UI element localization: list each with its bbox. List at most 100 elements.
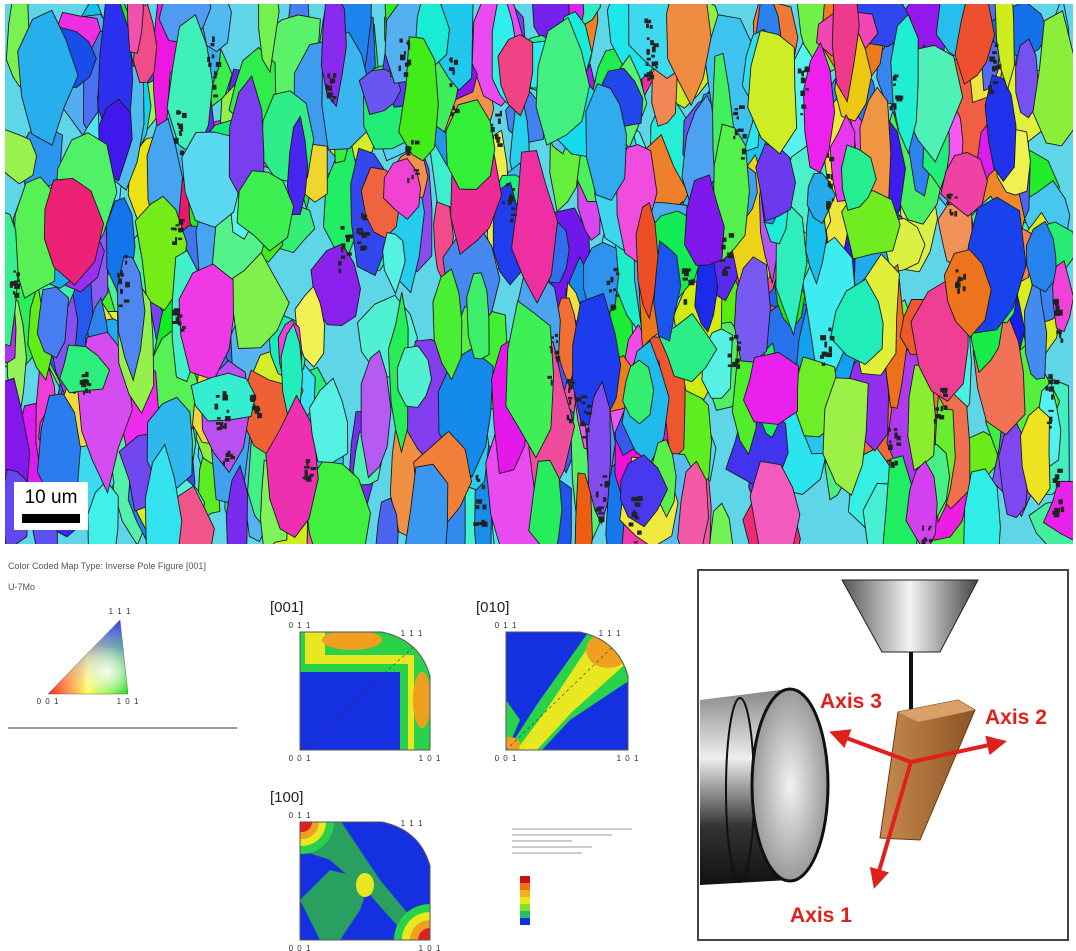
- unindexed-points: [822, 363, 826, 366]
- unindexed-points: [547, 376, 552, 379]
- scale-swatch: [520, 918, 530, 925]
- unindexed-points: [87, 380, 89, 386]
- pole-figure-010: [500, 630, 630, 753]
- unindexed-points: [734, 335, 738, 339]
- unindexed-points: [510, 219, 513, 223]
- ebsd-map: [0, 0, 1076, 613]
- unindexed-points: [733, 112, 738, 115]
- unindexed-points: [605, 481, 610, 486]
- unindexed-points: [180, 151, 184, 156]
- unindexed-points: [327, 93, 329, 99]
- unindexed-points: [650, 75, 655, 80]
- unindexed-points: [742, 149, 746, 155]
- unindexed-points: [928, 550, 931, 555]
- unindexed-points: [556, 340, 558, 343]
- unindexed-points: [15, 284, 21, 289]
- unindexed-points: [406, 42, 410, 45]
- unindexed-points: [333, 73, 336, 78]
- unindexed-points: [118, 278, 122, 284]
- unindexed-points: [648, 20, 651, 23]
- unindexed-points: [1061, 506, 1064, 512]
- unindexed-points: [1055, 474, 1060, 479]
- unindexed-points: [935, 407, 939, 410]
- unindexed-points: [655, 66, 657, 68]
- unindexed-points: [683, 278, 688, 281]
- unindexed-points: [1054, 515, 1059, 518]
- unindexed-points: [415, 173, 420, 175]
- unindexed-points: [582, 436, 587, 439]
- unindexed-points: [119, 304, 123, 307]
- unindexed-points: [575, 397, 581, 401]
- unindexed-points: [1059, 310, 1063, 316]
- unindexed-points: [231, 456, 235, 459]
- unindexed-points: [949, 209, 951, 213]
- unindexed-points: [178, 228, 184, 233]
- unindexed-points: [1048, 380, 1053, 384]
- pole-figure-title: [010]: [476, 599, 509, 616]
- unindexed-points: [647, 50, 649, 54]
- unindexed-points: [732, 362, 736, 367]
- axis-label: Axis 2: [985, 706, 1047, 729]
- detector-screen: [752, 689, 828, 881]
- ipf-triangle: [48, 620, 128, 694]
- unindexed-points: [888, 444, 893, 450]
- unindexed-points: [555, 356, 559, 359]
- unindexed-points: [345, 235, 351, 238]
- map-type: Color Coded Map Type: Inverse Pole Figur…: [8, 561, 206, 571]
- unindexed-points: [225, 416, 231, 421]
- unindexed-points: [652, 46, 656, 52]
- unindexed-points: [482, 485, 485, 489]
- ipf-corner: 0 0 1: [37, 697, 60, 706]
- unindexed-points: [1049, 386, 1054, 391]
- unindexed-points: [955, 211, 958, 216]
- unindexed-points: [737, 116, 739, 119]
- figure: 10 um Color Coded Map Type: Inverse Pole…: [0, 0, 1076, 951]
- scale-swatch: [520, 876, 530, 883]
- pole-figure-corner: 0 1 1: [495, 621, 518, 630]
- unindexed-points: [895, 461, 898, 466]
- unindexed-points: [173, 310, 179, 316]
- unindexed-points: [80, 380, 86, 385]
- unindexed-points: [1057, 469, 1063, 473]
- ipf-corner: 1 1 1: [109, 607, 132, 616]
- unindexed-points: [653, 43, 659, 47]
- unindexed-points: [399, 66, 402, 72]
- unindexed-points: [569, 419, 573, 424]
- unindexed-points: [955, 282, 960, 287]
- unindexed-points: [723, 268, 726, 273]
- unindexed-points: [647, 78, 650, 81]
- unindexed-points: [491, 127, 495, 132]
- scale-swatch: [520, 897, 530, 904]
- unindexed-points: [646, 24, 649, 28]
- unindexed-points: [117, 273, 119, 278]
- unindexed-points: [226, 453, 231, 457]
- unindexed-points: [506, 183, 509, 186]
- unindexed-points: [888, 428, 891, 432]
- unindexed-points: [411, 175, 413, 179]
- unindexed-points: [582, 395, 588, 398]
- unindexed-points: [17, 280, 20, 282]
- unindexed-points: [475, 505, 479, 509]
- unindexed-points: [830, 336, 835, 340]
- unindexed-points: [411, 140, 413, 145]
- unindexed-points: [684, 299, 688, 305]
- unindexed-points: [178, 321, 182, 325]
- unindexed-points: [13, 271, 16, 273]
- unindexed-points: [600, 484, 602, 486]
- unindexed-points: [720, 259, 726, 261]
- unindexed-points: [357, 228, 359, 234]
- unindexed-points: [1060, 338, 1063, 342]
- contour: [500, 737, 520, 753]
- unindexed-points: [610, 277, 613, 283]
- unindexed-points: [399, 39, 402, 43]
- unindexed-points: [182, 113, 187, 118]
- pole-figure-001: [300, 630, 432, 752]
- unindexed-points: [508, 200, 512, 205]
- unindexed-points: [181, 329, 185, 332]
- material: U-7Mo: [8, 582, 35, 592]
- unindexed-points: [1048, 374, 1052, 378]
- unindexed-points: [737, 342, 741, 344]
- unindexed-points: [341, 226, 345, 230]
- unindexed-points: [934, 419, 936, 424]
- unindexed-points: [989, 90, 994, 94]
